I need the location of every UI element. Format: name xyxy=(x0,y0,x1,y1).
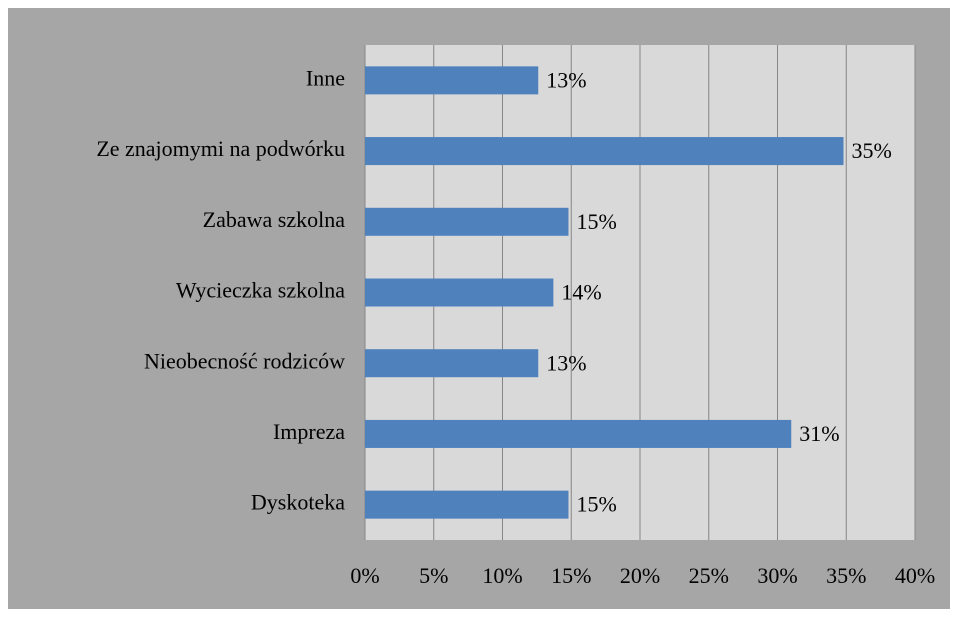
bar xyxy=(365,207,569,236)
data-label: 13% xyxy=(546,350,586,375)
y-tick-label: Impreza xyxy=(273,419,345,444)
data-label: 13% xyxy=(546,67,586,92)
data-label: 31% xyxy=(799,421,839,446)
x-tick-label: 15% xyxy=(551,563,591,588)
data-label: 14% xyxy=(561,280,601,305)
y-tick-label: Wycieczka szkolna xyxy=(176,278,345,303)
bar xyxy=(365,137,844,166)
x-tick-label: 30% xyxy=(757,563,797,588)
bar xyxy=(365,66,539,95)
x-tick-label: 35% xyxy=(826,563,866,588)
bar xyxy=(365,278,554,307)
x-tick-label: 40% xyxy=(895,563,935,588)
bar xyxy=(365,419,792,448)
data-label: 15% xyxy=(577,492,617,517)
x-tick-label: 0% xyxy=(350,563,379,588)
y-tick-label: Ze znajomymi na podwórku xyxy=(96,136,345,161)
bar xyxy=(365,349,539,378)
x-tick-label: 20% xyxy=(620,563,660,588)
data-label: 35% xyxy=(852,138,892,163)
y-tick-label: Dyskoteka xyxy=(251,490,345,515)
y-tick-label: Inne xyxy=(306,65,345,90)
y-tick-label: Nieobecność rodziców xyxy=(144,348,345,373)
bar xyxy=(365,490,569,519)
data-label: 15% xyxy=(577,209,617,234)
y-tick-label: Zabawa szkolna xyxy=(203,207,346,232)
x-tick-label: 10% xyxy=(482,563,522,588)
x-tick-label: 25% xyxy=(689,563,729,588)
x-tick-label: 5% xyxy=(419,563,448,588)
